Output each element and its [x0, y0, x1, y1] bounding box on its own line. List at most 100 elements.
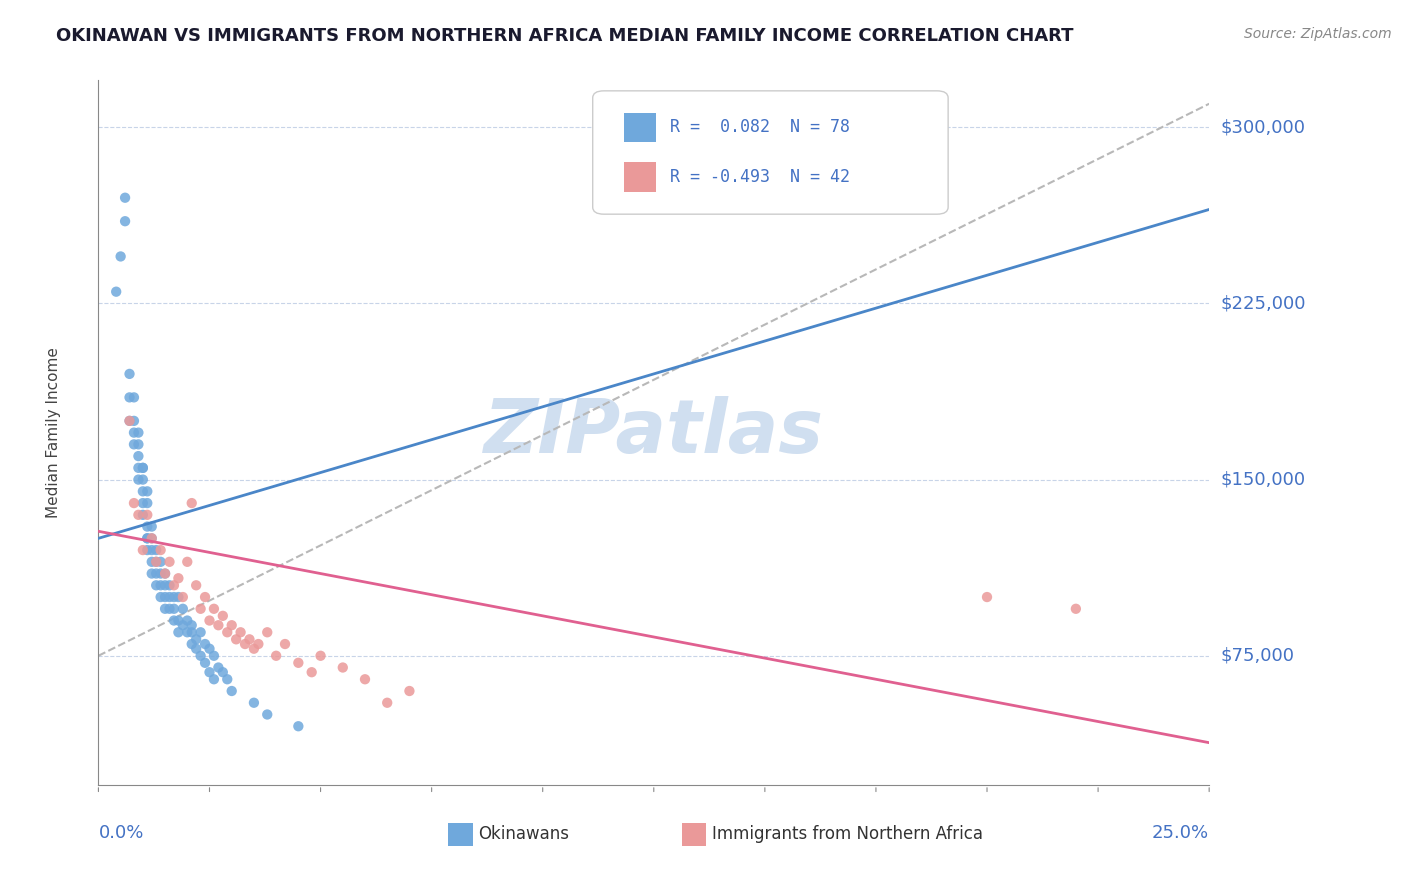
- Point: [136, 519, 159, 533]
- Point: [229, 625, 252, 640]
- Point: [274, 637, 297, 651]
- Point: [202, 601, 225, 615]
- Point: [256, 707, 278, 722]
- Point: [159, 601, 181, 615]
- Point: [1064, 601, 1087, 615]
- Point: [163, 614, 186, 628]
- Point: [149, 566, 172, 581]
- Point: [149, 543, 172, 558]
- Point: [141, 566, 163, 581]
- Point: [225, 632, 247, 647]
- Point: [127, 425, 149, 440]
- Point: [167, 614, 190, 628]
- Point: [163, 578, 186, 592]
- Point: [127, 473, 149, 487]
- Point: [287, 656, 309, 670]
- Point: [114, 214, 136, 228]
- Point: [127, 449, 149, 463]
- Text: Median Family Income: Median Family Income: [46, 347, 62, 518]
- Bar: [624, 162, 657, 192]
- Point: [132, 508, 155, 522]
- Point: [976, 590, 998, 604]
- Point: [145, 578, 167, 592]
- Point: [247, 637, 270, 651]
- Text: $225,000: $225,000: [1220, 294, 1306, 312]
- Point: [172, 601, 194, 615]
- Point: [176, 625, 198, 640]
- Point: [163, 601, 186, 615]
- Point: [194, 590, 217, 604]
- Point: [127, 508, 149, 522]
- Point: [180, 637, 202, 651]
- Point: [141, 531, 163, 545]
- Point: [136, 543, 159, 558]
- Point: [110, 249, 132, 264]
- Bar: [449, 823, 472, 846]
- Text: Immigrants from Northern Africa: Immigrants from Northern Africa: [711, 825, 983, 843]
- Point: [172, 590, 194, 604]
- Point: [132, 460, 155, 475]
- Point: [207, 660, 229, 674]
- Point: [122, 391, 145, 405]
- Point: [136, 531, 159, 545]
- Point: [118, 414, 141, 428]
- Point: [163, 590, 186, 604]
- Point: [198, 665, 221, 680]
- Point: [145, 555, 167, 569]
- Point: [243, 696, 266, 710]
- Point: [198, 614, 221, 628]
- Point: [132, 543, 155, 558]
- Point: [145, 566, 167, 581]
- Point: [141, 519, 163, 533]
- Point: [105, 285, 128, 299]
- Point: [211, 608, 233, 623]
- Text: Source: ZipAtlas.com: Source: ZipAtlas.com: [1244, 27, 1392, 41]
- Text: 0.0%: 0.0%: [98, 824, 143, 842]
- Point: [167, 625, 190, 640]
- Point: [159, 578, 181, 592]
- Point: [180, 618, 202, 632]
- Point: [118, 414, 141, 428]
- Point: [398, 684, 420, 698]
- Point: [141, 555, 163, 569]
- Point: [153, 566, 176, 581]
- Point: [149, 590, 172, 604]
- Point: [136, 496, 159, 510]
- Point: [243, 641, 266, 656]
- Point: [186, 641, 208, 656]
- Point: [132, 484, 155, 499]
- Point: [149, 555, 172, 569]
- Point: [354, 673, 377, 687]
- Point: [176, 555, 198, 569]
- Point: [127, 437, 149, 451]
- Point: [132, 460, 155, 475]
- Text: OKINAWAN VS IMMIGRANTS FROM NORTHERN AFRICA MEDIAN FAMILY INCOME CORRELATION CHA: OKINAWAN VS IMMIGRANTS FROM NORTHERN AFR…: [56, 27, 1074, 45]
- Text: R =  0.082  N = 78: R = 0.082 N = 78: [669, 119, 849, 136]
- Point: [375, 696, 398, 710]
- Text: 25.0%: 25.0%: [1152, 824, 1209, 842]
- Point: [136, 484, 159, 499]
- Point: [217, 625, 239, 640]
- Point: [132, 473, 155, 487]
- Point: [122, 414, 145, 428]
- Point: [238, 632, 260, 647]
- Bar: [682, 823, 706, 846]
- Point: [172, 618, 194, 632]
- Point: [217, 673, 239, 687]
- Point: [256, 625, 278, 640]
- Point: [194, 656, 217, 670]
- Point: [167, 590, 190, 604]
- Point: [118, 367, 141, 381]
- Point: [114, 191, 136, 205]
- Point: [122, 496, 145, 510]
- Point: [309, 648, 332, 663]
- Point: [153, 601, 176, 615]
- Text: $75,000: $75,000: [1220, 647, 1295, 665]
- Point: [207, 618, 229, 632]
- Point: [221, 684, 243, 698]
- Point: [233, 637, 256, 651]
- Text: $150,000: $150,000: [1220, 471, 1305, 489]
- Text: R = -0.493  N = 42: R = -0.493 N = 42: [669, 168, 849, 186]
- Point: [202, 673, 225, 687]
- Point: [136, 531, 159, 545]
